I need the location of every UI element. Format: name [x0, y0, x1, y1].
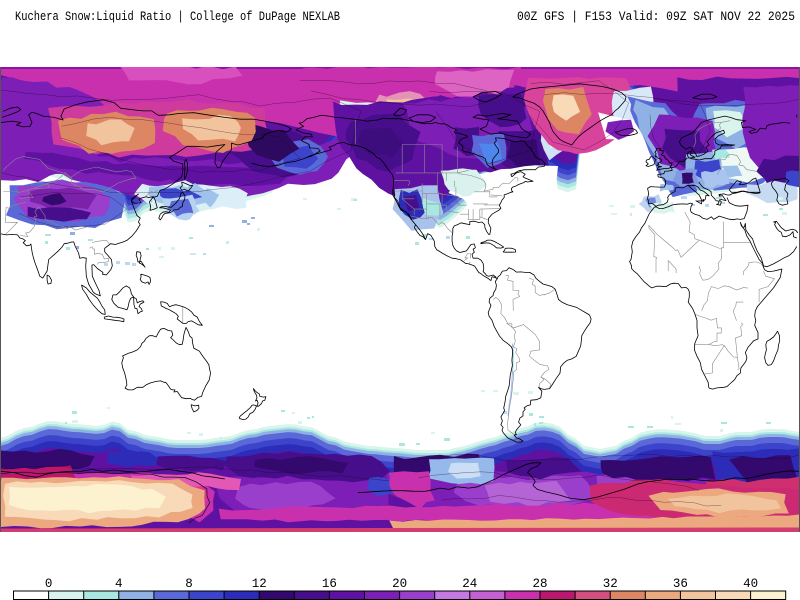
svg-text:20: 20	[392, 577, 407, 591]
svg-text:0: 0	[45, 577, 53, 591]
svg-text:4: 4	[115, 577, 123, 591]
svg-text:12: 12	[252, 577, 267, 591]
svg-text:36: 36	[673, 577, 688, 591]
svg-text:16: 16	[322, 577, 337, 591]
svg-text:32: 32	[603, 577, 618, 591]
svg-text:24: 24	[462, 577, 477, 591]
svg-text:40: 40	[743, 577, 758, 591]
svg-text:8: 8	[185, 577, 193, 591]
svg-text:00Z GFS | F153 Valid: 09Z SAT: 00Z GFS | F153 Valid: 09Z SAT NOV 22 202…	[517, 10, 795, 24]
svg-text:Kuchera Snow:Liquid Ratio | Co: Kuchera Snow:Liquid Ratio | College of D…	[15, 10, 340, 24]
svg-text:28: 28	[532, 577, 547, 591]
